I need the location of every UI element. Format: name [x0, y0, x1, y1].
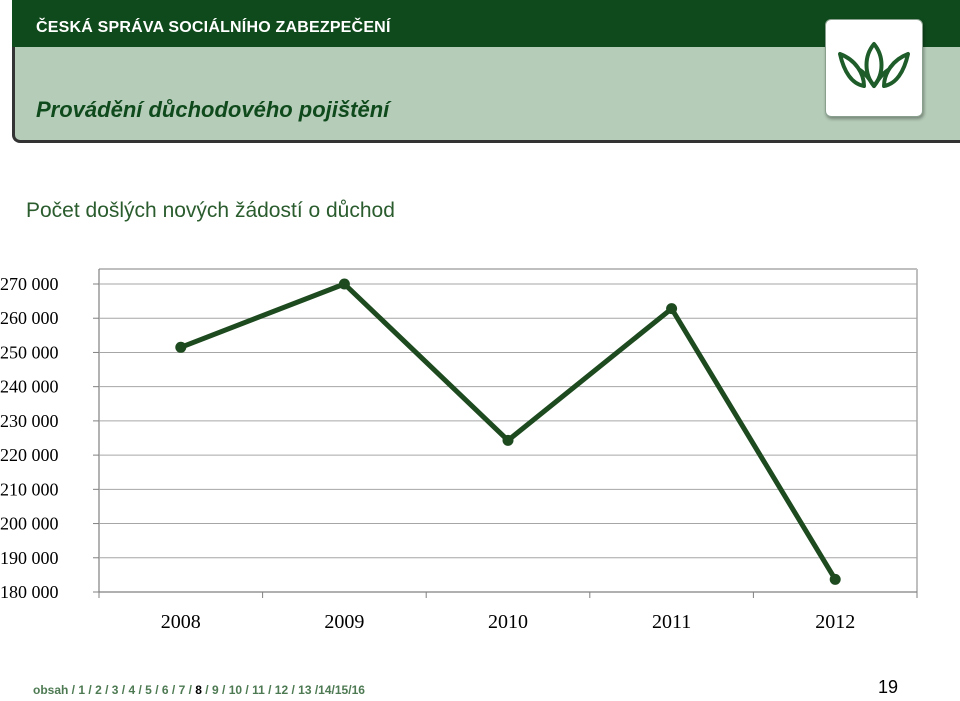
nav-link-4[interactable]: 4	[128, 683, 136, 697]
nav-link-obsah[interactable]: obsah	[33, 683, 69, 697]
series-line	[179, 281, 838, 581]
nav-link-6[interactable]: 6	[161, 683, 169, 697]
nav-link-2[interactable]: 2	[95, 683, 102, 697]
logo	[825, 19, 923, 117]
nav-link-10[interactable]: 10	[228, 683, 243, 697]
nav-separator: /	[118, 683, 129, 697]
nav-link-16[interactable]: 16	[351, 683, 365, 697]
y-tick-label: 220 000	[0, 445, 59, 465]
nav-link-12[interactable]: 12	[274, 683, 289, 697]
data-point	[338, 278, 350, 290]
section-title: Provádění důchodového pojištění	[36, 97, 390, 122]
header-band	[12, 0, 960, 47]
nav-separator: /	[331, 683, 335, 697]
nav-link-15[interactable]: 15	[334, 683, 349, 697]
header-panel	[12, 47, 960, 143]
nav-separator: /	[348, 683, 352, 697]
nav-separator: /	[168, 683, 179, 697]
nav-link-1[interactable]: 1	[78, 683, 86, 697]
org-name: ČESKÁ SPRÁVA SOCIÁLNÍHO ZABEZPEČENÍ	[36, 19, 391, 36]
nav-link-8[interactable]: 8	[195, 683, 202, 697]
nav-separator: /	[311, 683, 319, 697]
data-point	[175, 341, 187, 353]
y-tick-label: 180 000	[0, 582, 59, 602]
y-tick-label: 270 000	[0, 274, 59, 294]
data-point	[502, 434, 514, 446]
x-tick-label: 2012	[815, 611, 855, 633]
nav-link-5[interactable]: 5	[145, 683, 152, 697]
footer-nav: obsah / 1 / 2 / 3 / 4 / 5 / 6 / 7 / 8 / …	[33, 683, 365, 697]
line-chart: 180 000 190 000 200 000 210 000 220 000 230 0…	[0, 268, 918, 633]
nav-link-14[interactable]: 14	[318, 683, 332, 697]
nav-separator: /	[68, 683, 79, 697]
nav-separator: /	[201, 683, 212, 697]
x-tick-label: 2008	[161, 611, 201, 633]
nav-separator: /	[288, 683, 299, 697]
x-tick-label: 2011	[652, 611, 691, 633]
y-tick-label: 250 000	[0, 342, 59, 362]
nav-separator: /	[151, 683, 162, 697]
y-tick-label: 190 000	[0, 548, 59, 568]
y-tick-label: 210 000	[0, 479, 59, 499]
nav-separator: /	[135, 683, 146, 697]
data-point	[829, 573, 841, 585]
nav-separator: /	[218, 683, 229, 697]
nav-link-13[interactable]: 13	[298, 683, 312, 697]
nav-separator: /	[85, 683, 96, 697]
nav-separator: /	[264, 683, 275, 697]
nav-link-7[interactable]: 7	[178, 683, 186, 697]
data-point	[666, 303, 678, 315]
chart-title: Počet došlých nových žádostí o důchod	[26, 199, 395, 222]
y-tick-label: 230 000	[0, 411, 59, 431]
y-tick-label: 200 000	[0, 514, 59, 534]
x-tick-label: 2010	[488, 611, 528, 633]
page-number: 19	[878, 677, 899, 697]
cssz-tulip-logo-icon	[838, 42, 910, 88]
nav-link-3[interactable]: 3	[111, 683, 119, 697]
nav-separator: /	[242, 683, 253, 697]
y-tick-label: 240 000	[0, 377, 59, 397]
x-tick-label: 2009	[324, 611, 364, 633]
y-tick-label: 260 000	[0, 308, 59, 328]
nav-separator: /	[185, 683, 196, 697]
nav-link-11[interactable]: 11	[252, 683, 265, 697]
nav-separator: /	[101, 683, 112, 697]
nav-link-9[interactable]: 9	[211, 683, 219, 697]
